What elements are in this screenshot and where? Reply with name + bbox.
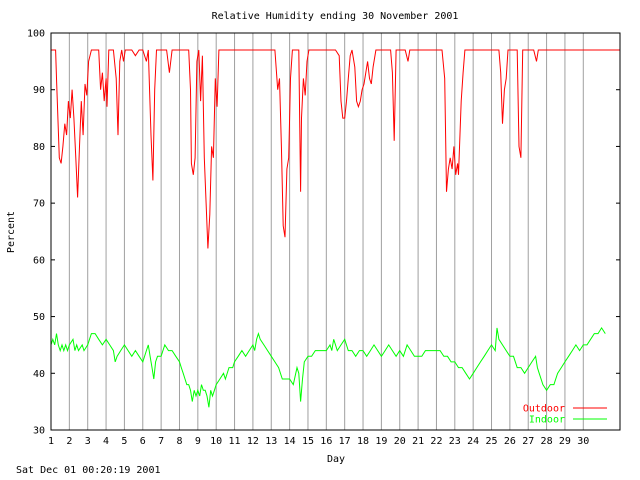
x-tick-label: 26	[504, 436, 516, 447]
x-tick-label: 13	[265, 436, 277, 447]
generated-timestamp: Sat Dec 01 00:20:19 2001	[16, 465, 161, 476]
x-tick-label: 1	[48, 436, 54, 447]
chart-title: Relative Humidity ending 30 November 200…	[212, 11, 459, 22]
x-tick-label: 30	[577, 436, 589, 447]
y-tick-label: 50	[33, 312, 45, 323]
x-tick-label: 19	[375, 436, 387, 447]
x-tick-label: 5	[121, 436, 127, 447]
x-tick-label: 11	[229, 436, 241, 447]
y-tick-label: 30	[33, 426, 45, 437]
x-tick-label: 24	[467, 436, 479, 447]
x-tick-label: 28	[541, 436, 553, 447]
legend-label-outdoor: Outdoor	[523, 404, 565, 415]
x-tick-label: 16	[320, 436, 332, 447]
series-line-outdoor	[51, 49, 620, 249]
series-line-indoor	[50, 326, 606, 408]
plot-frame	[50, 32, 621, 431]
x-tick-label: 6	[140, 436, 146, 447]
x-tick-label: 22	[430, 436, 442, 447]
x-tick-label: 7	[158, 436, 164, 447]
x-tick-label: 8	[176, 436, 182, 447]
x-tick-label: 9	[195, 436, 201, 447]
y-tick-label: 40	[33, 369, 45, 380]
x-tick-label: 29	[559, 436, 571, 447]
x-tick-label: 10	[210, 436, 222, 447]
x-tick-label: 17	[339, 436, 351, 447]
legend-label-indoor: Indoor	[529, 415, 565, 426]
x-tick-label: 2	[66, 436, 72, 447]
x-tick-label: 3	[85, 436, 91, 447]
y-tick-label: 90	[33, 85, 45, 96]
x-tick-label: 27	[522, 436, 534, 447]
x-tick-label: 4	[103, 436, 109, 447]
x-tick-label: 23	[449, 436, 461, 447]
x-axis-label: Day	[327, 454, 345, 465]
x-tick-label: 12	[247, 436, 259, 447]
grid-lines	[68, 33, 584, 430]
y-axis-label: Percent	[6, 211, 17, 253]
series-lines	[50, 49, 620, 408]
x-axis-ticks: 1 2 3 4 5 6 7 8 9 10 11 12 13 14 15 16 17 18 19 20 21 22 23 24 2…	[48, 436, 589, 447]
x-tick-label: 18	[357, 436, 369, 447]
x-tick-label: 14	[284, 436, 296, 447]
y-tick-label: 60	[33, 255, 45, 266]
y-axis-ticks: 30 40 50 60 70 80 90 100	[27, 29, 620, 437]
y-tick-label: 70	[33, 199, 45, 210]
y-tick-label: 100	[27, 29, 45, 40]
x-tick-label: 25	[485, 436, 497, 447]
x-tick-label: 21	[412, 436, 424, 447]
x-tick-label: 15	[302, 436, 314, 447]
x-tick-label: 20	[394, 436, 406, 447]
y-tick-label: 80	[33, 142, 45, 153]
